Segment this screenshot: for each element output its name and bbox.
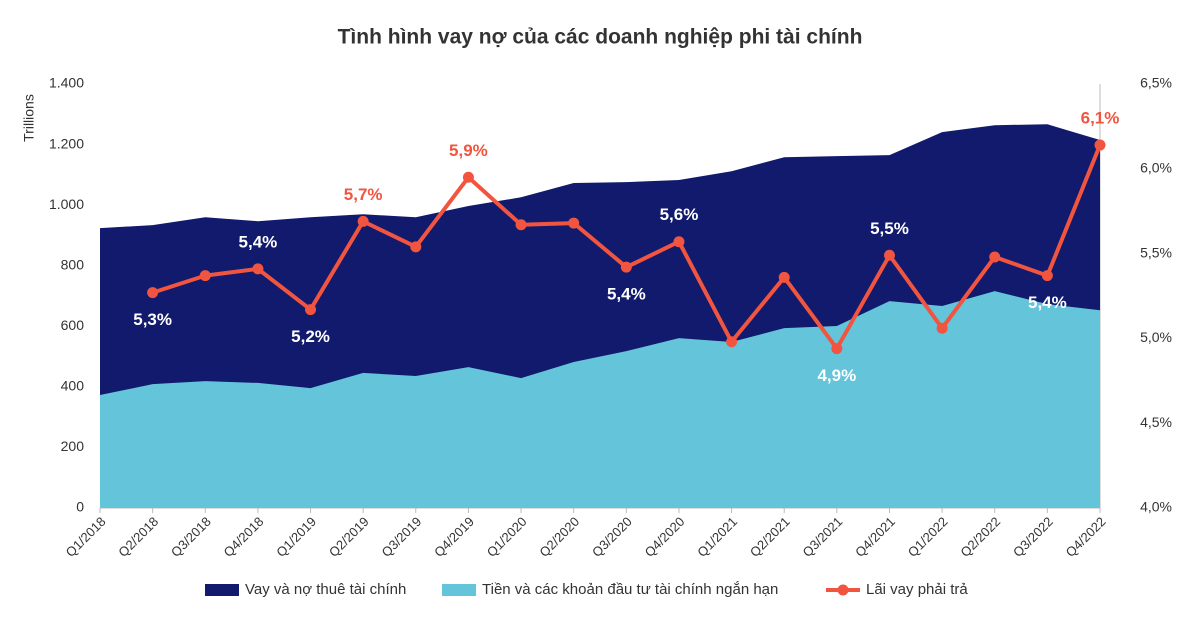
point — [357, 215, 369, 227]
point — [462, 171, 474, 183]
data-label: 5,4% — [1028, 293, 1067, 312]
x-tick-label: Q1/2021 — [694, 514, 740, 560]
y-tick-label: 1.000 — [49, 196, 84, 212]
point — [831, 343, 843, 355]
point — [515, 219, 527, 231]
point — [620, 261, 632, 273]
x-tick-label: Q4/2022 — [1063, 514, 1109, 560]
point — [568, 217, 580, 229]
x-tick-label: Q1/2020 — [484, 514, 530, 560]
x-tick-label: Q3/2019 — [378, 514, 424, 560]
y2-tick-label: 5,0% — [1140, 329, 1172, 345]
point — [936, 322, 948, 334]
x-tick-label: Q2/2018 — [115, 514, 161, 560]
y2-tick-label: 4,0% — [1140, 499, 1172, 515]
x-tick-label: Q4/2021 — [852, 514, 898, 560]
legend-swatch — [442, 584, 476, 596]
data-label: 5,2% — [291, 327, 330, 346]
y2-tick-label: 6,5% — [1140, 75, 1172, 91]
y-axis-label: Trillions — [21, 94, 37, 142]
point — [199, 270, 211, 282]
point — [989, 251, 1001, 263]
x-tick-label: Q3/2020 — [589, 514, 635, 560]
x-tick-label: Q4/2020 — [642, 514, 688, 560]
y-tick-label: 400 — [61, 378, 85, 394]
point — [252, 263, 264, 275]
data-label: 5,6% — [660, 205, 699, 224]
x-tick-label: Q4/2018 — [221, 514, 267, 560]
point — [778, 271, 790, 283]
y2-tick-label: 5,5% — [1140, 244, 1172, 260]
x-tick-label: Q3/2022 — [1010, 514, 1056, 560]
data-label: 4,9% — [817, 366, 856, 385]
x-tick-label: Q3/2018 — [168, 514, 214, 560]
y2-tick-label: 6,0% — [1140, 160, 1172, 176]
y-tick-label: 200 — [61, 438, 85, 454]
x-tick-label: Q1/2022 — [905, 514, 951, 560]
data-label: 5,7% — [344, 185, 383, 204]
x-tick-label: Q2/2021 — [747, 514, 793, 560]
point — [673, 236, 685, 248]
x-tick-label: Q2/2022 — [957, 514, 1003, 560]
y-tick-label: 1.200 — [49, 135, 84, 151]
data-label: 6,1% — [1081, 109, 1120, 128]
point — [1094, 139, 1106, 151]
x-tick-label: Q2/2019 — [326, 514, 372, 560]
data-label: 5,4% — [239, 232, 278, 251]
legend-label: Tiền và các khoản đầu tư tài chính ngắn … — [482, 581, 778, 598]
point — [883, 249, 895, 261]
point — [726, 336, 738, 348]
point — [410, 241, 422, 253]
point — [147, 287, 159, 299]
data-label: 5,5% — [870, 219, 909, 238]
area — [100, 291, 1100, 508]
chart-title: Tình hình vay nợ của các doanh nghiệp ph… — [338, 26, 863, 49]
x-tick-label: Q4/2019 — [431, 514, 477, 560]
point — [305, 304, 317, 316]
x-tick-label: Q1/2018 — [63, 514, 109, 560]
y-tick-label: 800 — [61, 256, 85, 272]
y-tick-label: 1.400 — [49, 75, 84, 91]
data-label: 5,3% — [133, 310, 172, 329]
x-tick-label: Q3/2021 — [800, 514, 846, 560]
legend-label: Lãi vay phải trả — [866, 581, 968, 598]
y-tick-label: 600 — [61, 317, 85, 333]
y-tick-label: 0 — [76, 499, 84, 515]
point — [1041, 270, 1053, 282]
legend-swatch — [837, 584, 849, 596]
y2-tick-label: 4,5% — [1140, 414, 1172, 430]
x-tick-label: Q2/2020 — [536, 514, 582, 560]
data-label: 5,4% — [607, 285, 646, 304]
x-tick-label: Q1/2019 — [273, 514, 319, 560]
data-label: 5,9% — [449, 141, 488, 160]
legend-label: Vay và nợ thuê tài chính — [245, 581, 406, 598]
legend-swatch — [205, 584, 239, 596]
